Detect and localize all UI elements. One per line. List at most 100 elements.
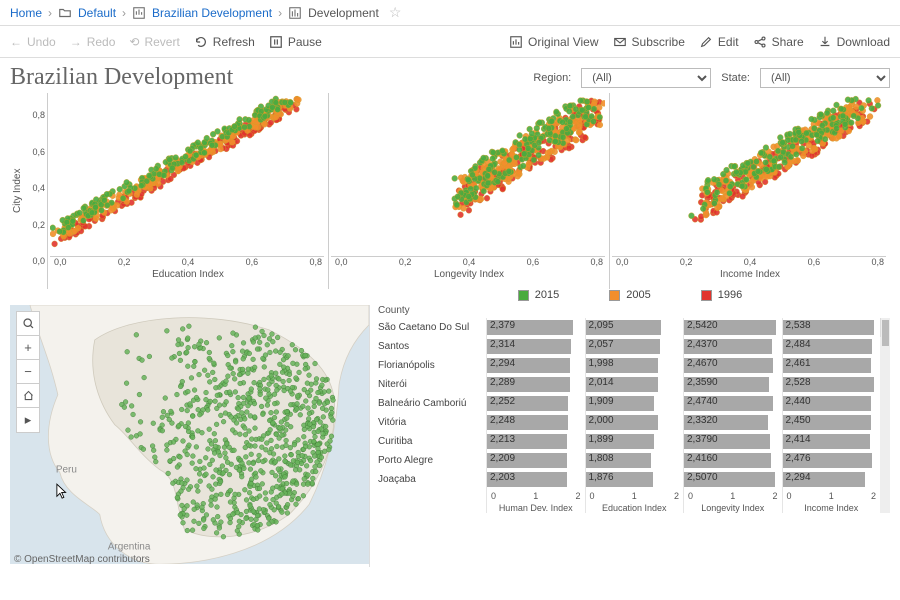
scrollbar[interactable] <box>880 375 890 394</box>
scrollbar[interactable] <box>880 432 890 451</box>
axis-tick: 0 <box>787 491 792 501</box>
map-zoom-out-button[interactable]: − <box>17 360 39 384</box>
table-cell[interactable]: 1,899 <box>585 432 684 451</box>
title-bar: Brazilian Development Region: (All) Stat… <box>10 64 890 91</box>
legend: 2015 2005 1996 <box>370 289 890 301</box>
table-row-label[interactable]: Santos <box>376 337 486 356</box>
table-cell[interactable]: 2,057 <box>585 337 684 356</box>
revert-icon: ⟲ <box>129 35 139 49</box>
refresh-icon <box>194 35 208 49</box>
legend-swatch <box>701 290 712 301</box>
table-cell[interactable]: 2,4740 <box>683 394 782 413</box>
table-cell[interactable]: 2,5420 <box>683 318 782 337</box>
table-cell[interactable]: 2,461 <box>782 356 881 375</box>
table-cell[interactable]: 2,4160 <box>683 451 782 470</box>
pause-button[interactable]: Pause <box>269 35 322 49</box>
table-cell[interactable]: 2,000 <box>585 413 684 432</box>
x-tick: 0,0 <box>54 257 67 267</box>
refresh-button[interactable]: Refresh <box>194 35 255 49</box>
map-home-button[interactable] <box>17 384 39 408</box>
table-cell[interactable]: 2,314 <box>486 337 585 356</box>
redo-button[interactable]: → Redo <box>70 35 116 49</box>
scatter-panel-2[interactable]: 0,00,20,40,60,8 Longevity Index <box>328 93 609 289</box>
table-cell[interactable]: 1,998 <box>585 356 684 375</box>
edit-button[interactable]: Edit <box>699 35 739 49</box>
table-cell[interactable]: 2,3590 <box>683 375 782 394</box>
table-row-label[interactable]: Balneário Camboriú <box>376 394 486 413</box>
table-cell[interactable]: 2,476 <box>782 451 881 470</box>
table-row-label[interactable]: Vitória <box>376 413 486 432</box>
table-cell[interactable]: 2,294 <box>486 356 585 375</box>
table-cell[interactable]: 1,808 <box>585 451 684 470</box>
table-row-label[interactable]: Curitiba <box>376 432 486 451</box>
table-cell[interactable]: 1,876 <box>585 470 684 489</box>
legend-item[interactable]: 1996 <box>701 289 742 301</box>
table-cell[interactable]: 2,252 <box>486 394 585 413</box>
table-cell[interactable]: 2,528 <box>782 375 881 394</box>
map[interactable]: PeruArgentina <box>10 305 369 564</box>
table-cell[interactable]: 2,4670 <box>683 356 782 375</box>
scrollbar[interactable] <box>880 394 890 413</box>
scrollbar[interactable] <box>880 356 890 375</box>
table-row-label[interactable]: São Caetano Do Sul <box>376 318 486 337</box>
download-button[interactable]: Download <box>818 35 890 49</box>
table-cell[interactable]: 1,909 <box>585 394 684 413</box>
map-expand-button[interactable]: ▸ <box>17 408 39 432</box>
table-cell[interactable]: 2,440 <box>782 394 881 413</box>
table-row-label[interactable]: Joaçaba <box>376 470 486 489</box>
map-zoom-in-button[interactable]: + <box>17 336 39 360</box>
region-select[interactable]: (All) <box>581 68 711 88</box>
table-row-label[interactable]: Niterói <box>376 375 486 394</box>
table-cell[interactable]: 2,289 <box>486 375 585 394</box>
crumb-workbook[interactable]: Brazilian Development <box>152 6 272 20</box>
table-cell[interactable]: 2,414 <box>782 432 881 451</box>
table-grid[interactable]: São Caetano Do Sul2,3792,0952,54202,538 S… <box>376 318 890 489</box>
scatter-panel-1[interactable]: 0,00,20,40,60,8 Education Index <box>47 93 328 289</box>
table-cell[interactable]: 2,248 <box>486 413 585 432</box>
map-search-button[interactable] <box>17 312 39 336</box>
chart-icon <box>509 35 523 49</box>
x-axis-label: Longevity Index <box>434 269 504 280</box>
cell-value: 2,5070 <box>687 472 718 483</box>
table-header: County <box>376 305 890 318</box>
table-cell[interactable]: 2,538 <box>782 318 881 337</box>
scrollbar[interactable] <box>880 451 890 470</box>
map-panel[interactable]: PeruArgentina + − ▸ © OpenStreetMap cont… <box>10 305 370 567</box>
chevron-right-icon: › <box>278 6 282 20</box>
crumb-project[interactable]: Default <box>78 6 116 20</box>
region-label: Region: <box>533 72 571 84</box>
subscribe-button[interactable]: Subscribe <box>613 35 685 49</box>
table-cell[interactable]: 2,484 <box>782 337 881 356</box>
revert-button[interactable]: ⟲ Revert <box>129 35 179 49</box>
original-label: Original View <box>528 35 598 49</box>
table-row-label[interactable]: Florianópolis <box>376 356 486 375</box>
table-cell[interactable]: 2,379 <box>486 318 585 337</box>
legend-item[interactable]: 2005 <box>609 289 650 301</box>
table-cell[interactable]: 2,294 <box>782 470 881 489</box>
table-cell[interactable]: 2,095 <box>585 318 684 337</box>
table-cell[interactable]: 2,3790 <box>683 432 782 451</box>
scrollbar[interactable] <box>880 413 890 432</box>
undo-button[interactable]: ← Undo <box>10 35 56 49</box>
table-cell[interactable]: 2,209 <box>486 451 585 470</box>
table-cell[interactable]: 2,5070 <box>683 470 782 489</box>
table-cell[interactable]: 2,203 <box>486 470 585 489</box>
scrollbar[interactable] <box>880 318 890 337</box>
favorite-star-icon[interactable]: ☆ <box>389 4 402 21</box>
table-cell[interactable]: 2,3320 <box>683 413 782 432</box>
crumb-home[interactable]: Home <box>10 6 42 20</box>
table-cell[interactable]: 2,014 <box>585 375 684 394</box>
x-tick: 0,6 <box>246 257 259 267</box>
legend-item[interactable]: 2015 <box>518 289 559 301</box>
table-cell[interactable]: 2,4370 <box>683 337 782 356</box>
scatter-panel-3[interactable]: 0,00,20,40,60,8 Income Index <box>609 93 890 289</box>
y-axis-label: City Index <box>10 93 25 289</box>
table-cell[interactable]: 2,213 <box>486 432 585 451</box>
scrollbar[interactable] <box>880 470 890 489</box>
original-view-button[interactable]: Original View <box>509 35 598 49</box>
y-tick: 0,6 <box>32 147 45 157</box>
share-button[interactable]: Share <box>753 35 804 49</box>
state-select[interactable]: (All) <box>760 68 890 88</box>
table-cell[interactable]: 2,450 <box>782 413 881 432</box>
table-row-label[interactable]: Porto Alegre <box>376 451 486 470</box>
